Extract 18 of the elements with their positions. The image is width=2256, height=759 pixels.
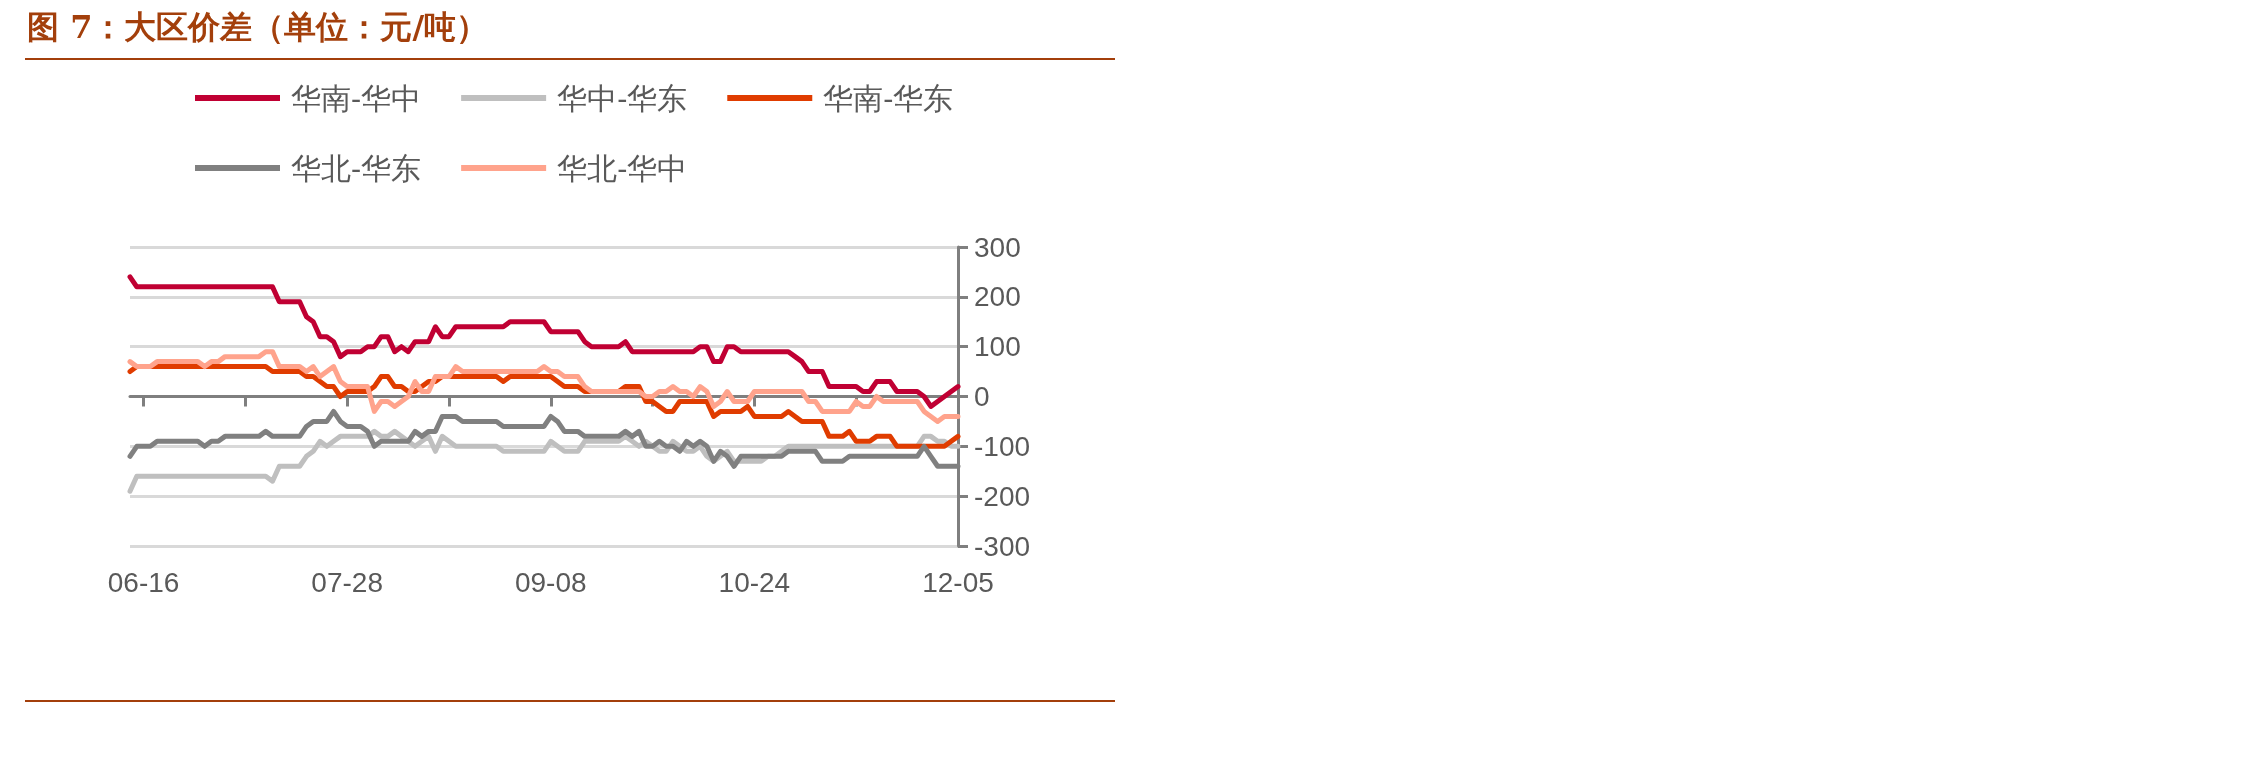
y-tick-label: 200 (974, 281, 1021, 313)
x-tick-label: 10-24 (718, 566, 791, 598)
y-tick-label: -100 (974, 430, 1031, 462)
legend-label: 华南-华中 (291, 80, 422, 116)
legend-label: 华南-华东 (823, 80, 954, 116)
x-tick-label: 12-05 (922, 566, 994, 598)
x-tick-label: 07-28 (311, 566, 383, 598)
y-tick-label: 0 (974, 381, 990, 412)
x-tick-label: 09-08 (514, 566, 587, 598)
x-tick-label: 06-16 (107, 566, 180, 598)
legend-label: 华北-华东 (291, 150, 422, 186)
y-tick-label: -200 (974, 480, 1031, 512)
legend-label: 华北-华中 (557, 150, 688, 186)
y-tick-label: 300 (974, 231, 1021, 263)
y-tick-label: 100 (974, 331, 1021, 363)
chart-title: 图 7：大区价差（单位：元/吨） (27, 8, 489, 46)
y-tick-label: -300 (974, 530, 1031, 562)
legend-label: 华中-华东 (557, 80, 688, 116)
